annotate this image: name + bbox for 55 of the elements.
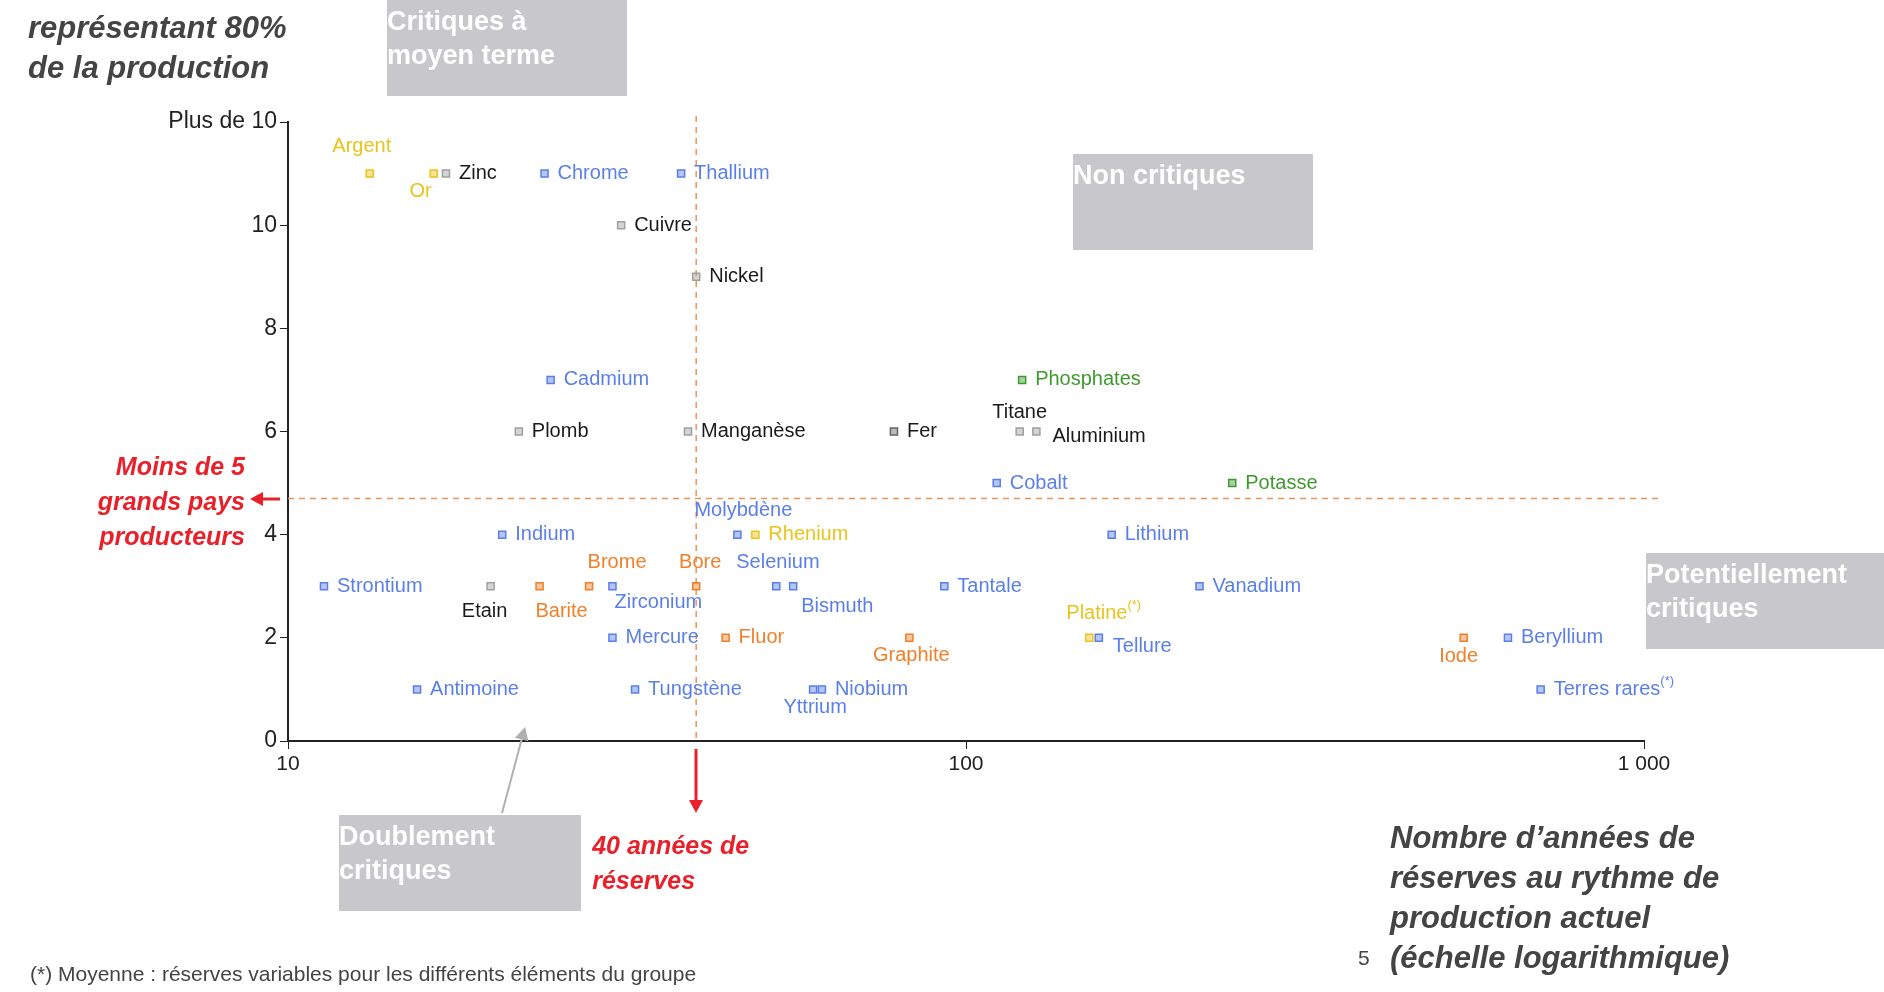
annotation: Vanadium [1212,573,1302,596]
y-tick-label: 6 [264,416,277,443]
annotation: Fer [906,419,938,442]
annotation: Iode [1439,644,1479,667]
x-tick-label: 1 000 [1617,751,1671,775]
annotation: Aluminium [1052,424,1146,447]
annotation: Zinc [458,161,497,184]
annotation: Or [409,179,433,202]
annotation: Rhenium [768,522,849,545]
annotation: Cuivre [634,212,692,235]
annotation: Thallium [694,161,770,184]
annotation: Argent [332,134,392,157]
annotation: Tungstène [648,676,742,699]
annotation: Phosphates [1035,367,1141,390]
annotation: Molybdène [694,498,793,521]
annotation: Titane [992,400,1048,423]
x-axis-title: Nombre d’années de réserves au rythme de production actuel (échelle logarithmique) [1390,819,1731,977]
annotation: Fluor [738,625,785,648]
annotation: Nickel [709,264,764,287]
text: 5 [1358,946,1370,970]
annotation: Cobalt [1009,470,1068,493]
annotation: Terres rares(*) [1553,672,1675,699]
annotation: Manganèse [700,419,806,442]
y-tick-label: 0 [264,726,277,753]
annotation: Plomb [531,419,589,442]
annotation: Strontium [336,573,423,596]
annotation: Mercure [625,625,699,648]
ref-line-label: 40 années de réserves [592,830,751,896]
y-tick-label: Plus de 10 [168,107,277,134]
y-axis-title: représentant 80% de la production [28,9,288,87]
annotation: Chrome [557,161,629,184]
annotation: Graphite [873,643,950,666]
y-tick-label: 8 [264,313,277,340]
annotation: Platine(*) [1066,597,1142,624]
ref-line-label: Moins de 5 grands pays producteurs [96,450,245,552]
annotation: Beryllium [1520,625,1604,648]
text: (*) Moyenne : réserves variables pour les différents éléments du groupe [30,962,697,986]
x-tick-label: 100 [948,751,984,775]
annotation: Etain [461,598,508,621]
y-tick-label: 10 [251,210,277,237]
annotation: Indium [515,522,576,545]
annotation: Brome [587,549,647,572]
annotation: Bismuth [801,593,874,616]
annotation: Lithium [1124,522,1190,545]
annotation: Zirconium [614,589,703,612]
y-tick-label: 4 [264,520,278,547]
annotation: Potasse [1245,470,1318,493]
annotation: Bore [679,549,722,572]
annotation: Barite [535,598,588,621]
annotation: Selenium [736,549,820,572]
annotation: Tellure [1112,634,1172,657]
annotation: Tantale [957,573,1022,596]
annotation: Antimoine [430,676,519,699]
annotation: Cadmium [563,367,650,390]
y-tick-label: 2 [264,623,277,650]
